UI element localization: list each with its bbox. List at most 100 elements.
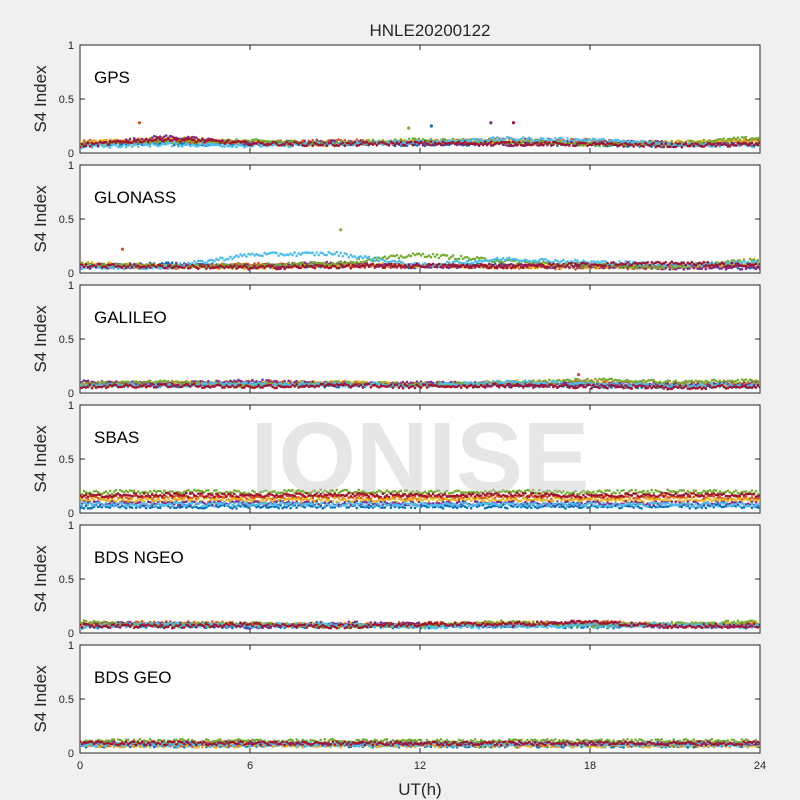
data-point (197, 264, 200, 267)
data-point (724, 143, 728, 146)
data-point (108, 266, 112, 270)
data-point (263, 251, 266, 255)
data-point (624, 265, 627, 269)
data-point (321, 264, 325, 268)
data-point (273, 264, 276, 268)
data-point (357, 263, 361, 266)
data-point (536, 265, 539, 268)
data-point (100, 264, 104, 267)
data-point (660, 265, 664, 269)
data-point (748, 138, 752, 141)
data-point (700, 145, 704, 148)
data-point (538, 138, 541, 141)
data-point (630, 267, 633, 270)
data-point (239, 253, 242, 256)
data-point (116, 139, 120, 142)
data-point (582, 259, 585, 263)
data-point (337, 142, 341, 145)
data-point (596, 264, 599, 267)
data-point (477, 141, 481, 144)
data-point (640, 144, 643, 148)
data-point (255, 263, 258, 267)
data-point (722, 139, 726, 142)
data-point (624, 262, 627, 266)
data-point (612, 139, 615, 143)
data-point (736, 142, 740, 145)
data-point (126, 265, 130, 268)
data-point (690, 260, 694, 264)
data-point (419, 265, 423, 268)
data-point (728, 145, 732, 148)
data-point (692, 140, 696, 144)
data-point (742, 136, 746, 139)
data-point (323, 253, 327, 257)
data-point (692, 263, 696, 266)
data-point (427, 254, 431, 257)
data-point (174, 136, 178, 140)
data-point (714, 139, 718, 143)
data-point (217, 263, 220, 266)
data-point (644, 267, 647, 270)
data-point (513, 138, 517, 142)
data-point (491, 136, 495, 139)
data-point (172, 265, 176, 269)
data-point (102, 262, 106, 265)
data-point (640, 265, 643, 268)
data-point (399, 143, 403, 146)
data-point (530, 264, 533, 267)
data-point (758, 262, 760, 266)
data-point (223, 259, 226, 262)
data-point (517, 259, 521, 263)
data-point (243, 139, 246, 143)
data-point (520, 262, 523, 266)
data-point (317, 253, 321, 257)
data-point (325, 144, 329, 147)
outlier-point (137, 121, 142, 125)
data-point (742, 264, 746, 268)
data-point (528, 265, 531, 269)
data-point (279, 252, 282, 256)
data-point (534, 259, 537, 263)
data-point (136, 145, 140, 149)
data-point (281, 141, 284, 144)
data-point (754, 139, 758, 143)
data-point (371, 143, 375, 146)
data-point (469, 266, 473, 270)
data-point (580, 139, 583, 142)
data-point (668, 262, 672, 265)
data-point (317, 143, 321, 147)
data-point (211, 142, 214, 145)
data-point (160, 142, 164, 146)
data-point (215, 139, 218, 143)
data-point (405, 265, 409, 269)
data-point (251, 138, 254, 142)
data-point (592, 137, 595, 141)
data-point (676, 262, 680, 266)
data-point (158, 263, 162, 267)
data-point (532, 265, 535, 269)
data-point (413, 143, 417, 147)
data-point (604, 141, 607, 145)
data-point (501, 138, 505, 142)
data-point (295, 141, 298, 144)
data-point (255, 266, 258, 270)
data-point (333, 263, 337, 266)
data-point (90, 139, 94, 143)
data-point (441, 263, 445, 267)
data-point (281, 253, 284, 256)
data-point (638, 261, 641, 265)
data-point (341, 265, 345, 268)
data-point (373, 259, 377, 263)
data-point (520, 266, 523, 269)
data-point (339, 251, 343, 255)
plot-area (79, 284, 761, 394)
data-point (375, 143, 379, 147)
data-point (752, 263, 756, 266)
data-point (209, 264, 212, 268)
data-point (686, 267, 690, 271)
data-point (247, 267, 250, 271)
data-point (355, 141, 359, 144)
data-point (656, 266, 659, 269)
data-point (138, 262, 142, 265)
data-point (451, 254, 455, 257)
